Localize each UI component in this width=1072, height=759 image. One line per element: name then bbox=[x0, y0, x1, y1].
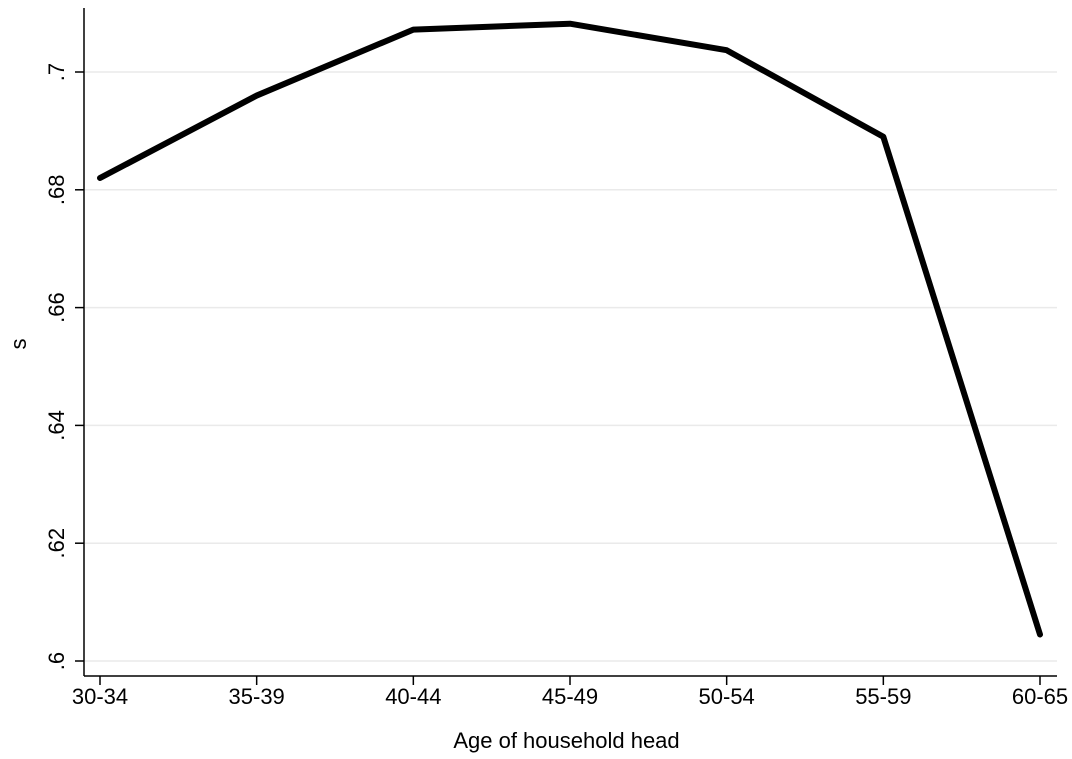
y-tick-label: .64 bbox=[44, 410, 69, 441]
x-axis-title: Age of household head bbox=[453, 728, 679, 753]
x-tick-label: 55-59 bbox=[855, 684, 911, 709]
axes bbox=[75, 8, 1057, 685]
tick-labels: .6 .62 .64 .66 .68 .7 30-34 35-39 40-44 45-49 50-5… bbox=[44, 63, 1068, 709]
x-tick-label: 40-44 bbox=[385, 684, 441, 709]
x-tick-label: 35-39 bbox=[229, 684, 285, 709]
series-layer bbox=[97, 20, 1043, 638]
y-axis-title: s bbox=[6, 339, 31, 350]
x-tick-label: 30-34 bbox=[72, 684, 128, 709]
x-tick-label: 50-54 bbox=[699, 684, 755, 709]
y-tick-label: .68 bbox=[44, 175, 69, 206]
x-tick-label: 60-65 bbox=[1012, 684, 1068, 709]
y-tick-label: .62 bbox=[44, 528, 69, 559]
y-tick-label: .66 bbox=[44, 292, 69, 323]
y-tick-label: .6 bbox=[44, 652, 69, 670]
x-tick-label: 45-49 bbox=[542, 684, 598, 709]
gridlines bbox=[85, 71, 1057, 662]
y-tick-label: .7 bbox=[44, 63, 69, 81]
